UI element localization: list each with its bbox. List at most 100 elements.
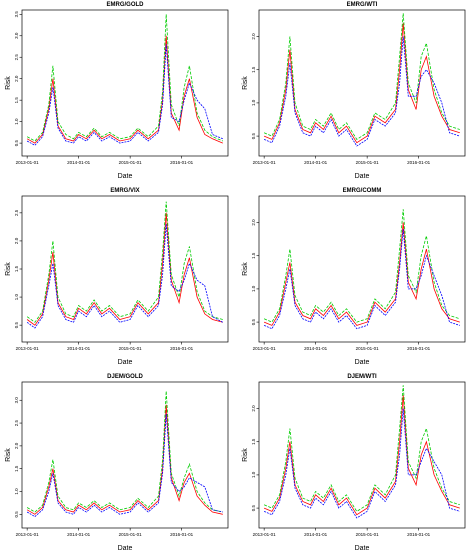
x-tick-label: 2015-01-01 bbox=[119, 532, 143, 537]
chart-svg: EMRG/VIX 2013-01-01 2014-01-01 2015-01-01 20… bbox=[5, 188, 229, 366]
plot-frame bbox=[21, 381, 229, 529]
plot-frame bbox=[258, 195, 466, 343]
y-tick-label: 2.0 bbox=[14, 75, 19, 82]
x-tick-label: 2013-01-01 bbox=[253, 160, 277, 165]
plot-frame bbox=[258, 381, 466, 529]
y-tick-label: 1.5 bbox=[251, 438, 256, 445]
plot-frame bbox=[21, 9, 229, 157]
y-tick-label: 3.0 bbox=[14, 397, 19, 404]
chart-panel-emrg-vix: EMRG/VIX 2013-01-01 2014-01-01 2015-01-01 20… bbox=[0, 186, 237, 372]
chart-title: DJEM/GOLD bbox=[107, 374, 143, 380]
series-line-2 bbox=[26, 391, 223, 513]
x-tick-label: 2014-01-01 bbox=[304, 532, 328, 537]
x-tick-label: 2014-01-01 bbox=[67, 346, 91, 351]
series-line-3 bbox=[263, 229, 460, 330]
y-tick-label: 0.5 bbox=[14, 322, 19, 329]
x-tick-label: 2016-01-01 bbox=[170, 346, 194, 351]
series-line-3 bbox=[26, 413, 223, 518]
x-tick-label: 2016-01-01 bbox=[407, 346, 431, 351]
y-axis-label: Risk bbox=[5, 262, 12, 276]
x-tick-label: 2016-01-01 bbox=[407, 160, 431, 165]
chart-title: EMRG/WTI bbox=[347, 2, 378, 8]
y-axis-label: Risk bbox=[242, 448, 249, 462]
series-line-3 bbox=[26, 44, 223, 146]
chart-title: EMRG/COMM bbox=[343, 188, 382, 194]
x-tick-label: 2014-01-01 bbox=[67, 160, 91, 165]
y-tick-label: 1.5 bbox=[251, 252, 256, 259]
y-tick-label: 1.5 bbox=[14, 465, 19, 472]
x-tick-label: 2016-01-01 bbox=[170, 160, 194, 165]
x-tick-label: 2013-01-01 bbox=[253, 532, 277, 537]
y-tick-label: 3.0 bbox=[14, 32, 19, 39]
chart-svg: DJEM/GOLD 2013-01-01 2014-01-01 2015-01-01 2… bbox=[5, 374, 229, 552]
y-tick-label: 0.5 bbox=[14, 139, 19, 146]
chart-svg: EMRG/COMM 2013-01-01 2014-01-01 2015-01-01 2… bbox=[242, 188, 466, 366]
y-tick-label: 1.0 bbox=[251, 471, 256, 478]
series-line-1 bbox=[26, 35, 223, 144]
y-tick-label: 1.5 bbox=[14, 97, 19, 104]
y-tick-label: 2.5 bbox=[14, 209, 19, 216]
chart-svg: EMRG/GOLD 2013-01-01 2014-01-01 2015-01-01 2… bbox=[5, 2, 229, 180]
series-line-1 bbox=[26, 212, 223, 326]
y-tick-label: 2.5 bbox=[14, 419, 19, 426]
y-tick-label: 1.0 bbox=[14, 293, 19, 300]
plot-frame bbox=[258, 9, 466, 157]
x-tick-label: 2015-01-01 bbox=[119, 346, 143, 351]
x-tick-label: 2016-01-01 bbox=[170, 532, 194, 537]
x-tick-label: 2014-01-01 bbox=[67, 532, 91, 537]
y-tick-label: 0.5 bbox=[251, 318, 256, 325]
y-tick-label: 1.0 bbox=[251, 285, 256, 292]
y-tick-label: 2.0 bbox=[251, 219, 256, 226]
y-tick-label: 0.5 bbox=[251, 132, 256, 139]
y-tick-label: 2.0 bbox=[14, 442, 19, 449]
series-line-2 bbox=[263, 385, 460, 512]
chart-panel-djem-wti: DJEM/WTI 2013-01-01 2014-01-01 2015-01-01 20… bbox=[237, 372, 474, 558]
chart-panel-emrg-gold: EMRG/GOLD 2013-01-01 2014-01-01 2015-01-01 2… bbox=[0, 0, 237, 186]
y-axis-label: Risk bbox=[5, 76, 12, 90]
y-tick-label: 0.5 bbox=[14, 511, 19, 518]
x-axis-label: Date bbox=[118, 359, 133, 366]
x-tick-label: 2013-01-01 bbox=[253, 346, 277, 351]
x-tick-label: 2013-01-01 bbox=[16, 346, 40, 351]
x-tick-label: 2013-01-01 bbox=[16, 532, 40, 537]
series-line-1 bbox=[26, 404, 223, 515]
y-tick-label: 1.5 bbox=[14, 265, 19, 272]
chart-panel-emrg-comm: EMRG/COMM 2013-01-01 2014-01-01 2015-01-01 2… bbox=[237, 186, 474, 372]
y-tick-label: 2.0 bbox=[251, 405, 256, 412]
y-tick-label: 1.0 bbox=[251, 99, 256, 106]
series-line-1 bbox=[263, 23, 460, 144]
x-axis-label: Date bbox=[355, 545, 370, 552]
x-tick-label: 2016-01-01 bbox=[407, 532, 431, 537]
series-line-1 bbox=[263, 222, 460, 326]
x-tick-label: 2015-01-01 bbox=[356, 346, 380, 351]
y-tick-label: 2.0 bbox=[251, 33, 256, 40]
chart-title: EMRG/VIX bbox=[110, 188, 139, 194]
y-tick-label: 2.5 bbox=[14, 54, 19, 61]
x-axis-label: Date bbox=[355, 173, 370, 180]
x-tick-label: 2013-01-01 bbox=[16, 160, 40, 165]
chart-panel-djem-gold: DJEM/GOLD 2013-01-01 2014-01-01 2015-01-01 2… bbox=[0, 372, 237, 558]
plot-frame bbox=[21, 195, 229, 343]
chart-panel-emrg-wti: EMRG/WTI 2013-01-01 2014-01-01 2015-01-01 20… bbox=[237, 0, 474, 186]
series-line-2 bbox=[263, 209, 460, 323]
x-tick-label: 2015-01-01 bbox=[119, 160, 143, 165]
x-tick-label: 2015-01-01 bbox=[356, 532, 380, 537]
series-line-1 bbox=[263, 395, 460, 516]
x-axis-label: Date bbox=[118, 173, 133, 180]
y-tick-label: 3.5 bbox=[14, 11, 19, 18]
y-axis-label: Risk bbox=[242, 76, 249, 90]
series-line-3 bbox=[263, 408, 460, 519]
series-line-2 bbox=[263, 13, 460, 140]
chart-svg: DJEM/WTI 2013-01-01 2014-01-01 2015-01-01 20… bbox=[242, 374, 466, 552]
chart-svg: EMRG/WTI 2013-01-01 2014-01-01 2015-01-01 20… bbox=[242, 2, 466, 180]
y-tick-label: 1.0 bbox=[14, 118, 19, 125]
y-tick-label: 1.5 bbox=[251, 66, 256, 73]
series-line-2 bbox=[26, 201, 223, 323]
x-axis-label: Date bbox=[118, 545, 133, 552]
y-tick-label: 2.0 bbox=[14, 237, 19, 244]
chart-title: EMRG/GOLD bbox=[107, 2, 145, 8]
x-tick-label: 2014-01-01 bbox=[304, 160, 328, 165]
y-tick-label: 1.0 bbox=[14, 488, 19, 495]
y-axis-label: Risk bbox=[242, 262, 249, 276]
y-tick-label: 0.5 bbox=[251, 504, 256, 511]
